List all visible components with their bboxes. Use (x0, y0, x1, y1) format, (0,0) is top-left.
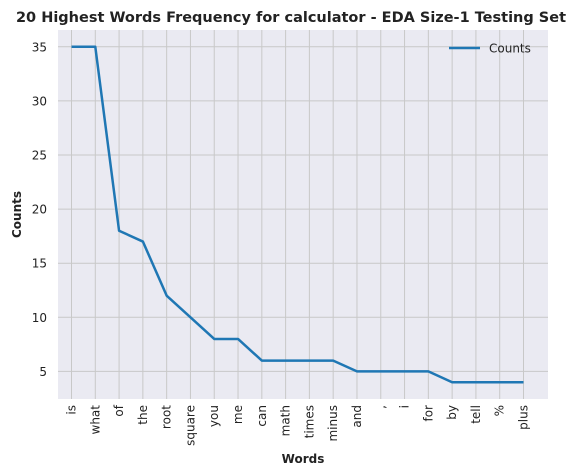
y-tick-label: 20 (32, 203, 47, 217)
x-tick-label: times (302, 405, 316, 438)
y-tick-label: 10 (32, 311, 47, 325)
plot-area (58, 30, 548, 399)
grid (58, 30, 548, 399)
x-tick-label: , (374, 405, 388, 409)
y-tick-label: 30 (32, 94, 47, 108)
x-tick-label: you (207, 405, 221, 427)
x-tick-label: me (231, 405, 245, 424)
x-axis-ticks: is what of the root square you me can math times mi… (65, 404, 531, 446)
x-axis-label: Words (282, 452, 325, 466)
y-tick-label: 25 (32, 148, 47, 162)
y-tick-label: 35 (32, 40, 47, 54)
x-tick-label: i (398, 405, 412, 408)
x-tick-label: square (183, 405, 197, 446)
x-tick-label: plus (517, 405, 531, 430)
legend: Counts (449, 42, 531, 56)
x-tick-label: for (421, 405, 435, 422)
x-tick-label: can (255, 405, 269, 427)
x-tick-label: minus (326, 405, 340, 442)
x-tick-label: % (493, 405, 507, 416)
x-tick-label: of (112, 404, 126, 416)
x-tick-label: the (136, 405, 150, 425)
x-tick-label: and (350, 405, 364, 428)
x-tick-label: math (279, 405, 293, 436)
x-tick-label: what (88, 405, 102, 435)
x-tick-label: is (65, 405, 79, 415)
x-tick-label: tell (469, 405, 483, 424)
legend-label-counts: Counts (489, 42, 531, 56)
y-tick-label: 5 (39, 365, 47, 379)
x-tick-label: root (160, 405, 174, 429)
y-axis-ticks: 5 10 15 20 25 30 35 (32, 40, 47, 379)
chart-title: 20 Highest Words Frequency for calculato… (16, 10, 566, 26)
y-tick-label: 15 (32, 257, 47, 271)
x-tick-label: by (445, 405, 459, 420)
y-axis-label: Counts (10, 191, 24, 238)
series-line-counts (71, 45, 524, 384)
